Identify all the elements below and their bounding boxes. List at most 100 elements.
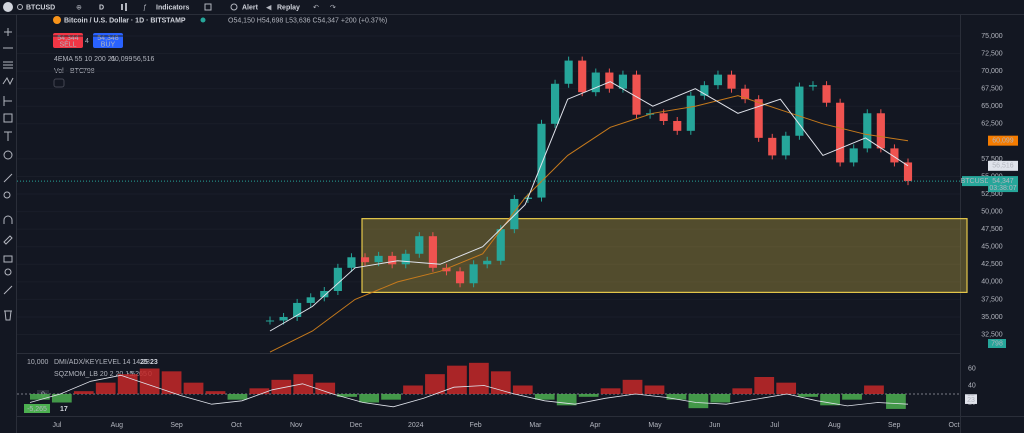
momentum-bar [469,362,489,394]
tool-emoji[interactable] [3,150,13,160]
tool-text[interactable] [4,131,12,141]
candle-body [374,255,383,263]
candle-body [347,257,356,268]
time-label: Aug [111,422,124,429]
candle-body [591,72,600,93]
alert-button[interactable]: Alert [242,4,259,11]
sell-price[interactable]: 54,344 [57,35,79,42]
price-tick-label: 52,500 [981,191,1003,198]
search-icon[interactable] [17,4,23,10]
candle-body [279,316,288,321]
legend-title: Bitcoin / U.S. Dollar · 1D · BITSTAMP [64,17,186,24]
sell-label[interactable]: SELL [59,41,76,48]
momentum-bar [139,368,160,394]
candle-body [808,85,818,87]
candle-body [659,113,668,121]
candle-body [605,72,614,89]
momentum-bar [600,388,621,394]
dmi-value: 23 [150,359,158,366]
momentum-bar [512,385,533,394]
momentum-bar [95,382,116,394]
tool-lock[interactable] [3,255,13,263]
momentum-bar [161,371,182,394]
candle-body [415,236,424,254]
interval[interactable]: D [99,4,104,11]
tool-delete[interactable] [4,310,12,321]
candle-body [795,86,804,136]
time-label: Nov [290,422,303,429]
candle-body [890,148,899,163]
undo[interactable]: ↶ [313,4,319,11]
momentum-bar [710,394,731,403]
tool-draw-mode[interactable] [3,235,13,245]
tool-magnet[interactable] [3,215,13,224]
momentum-bar [183,382,204,394]
candle-body [903,162,913,182]
tool-link[interactable] [3,285,13,295]
buy-price[interactable]: 54,348 [97,35,119,42]
momentum-bar [578,394,599,397]
indicator-tick-label: 60 [968,365,976,372]
candle-body [333,267,342,291]
alert-icon[interactable] [230,3,238,11]
price-tick-label: 47,500 [981,226,1003,233]
time-label: Jul [53,422,62,429]
price-tick-label: 37,500 [981,296,1003,303]
avatar[interactable] [3,2,13,12]
tool-hide[interactable] [4,268,12,276]
symbol-badge-bg [962,176,988,187]
ema-line [269,95,909,353]
price-tick-label: 32,500 [981,331,1003,338]
layouts-icon[interactable] [204,3,212,11]
price-tick-label: 45,000 [981,244,1003,251]
buy-button[interactable] [93,33,123,48]
time-label: Dec [350,422,363,429]
replay-button[interactable]: Replay [277,4,300,11]
redo[interactable]: ↷ [330,4,336,11]
add-symbol[interactable]: ⊕ [76,4,82,11]
price-tick-label: 65,000 [981,103,1003,110]
candle-body [876,113,885,149]
tool-pattern[interactable] [2,77,14,86]
time-label: Jul [770,422,779,429]
tool-measure[interactable] [3,173,13,183]
momentum-bar [556,394,577,406]
price-tick-label: 40,000 [981,279,1003,286]
momentum-bar [886,394,906,409]
candle-body [401,253,410,265]
tool-projection[interactable] [3,96,12,106]
indicators-icon[interactable]: ƒ [143,4,147,11]
indicators-button[interactable]: Indicators [156,4,190,11]
momentum-bar [227,394,248,400]
chart-type-icon[interactable] [125,3,127,11]
symbol-badge: BTCUSD [961,178,990,185]
momentum-bar [842,394,862,400]
candle-body [781,135,790,156]
momentum-bar [490,371,511,394]
sell-button[interactable] [53,33,83,48]
tv-logo: 17 [60,406,68,413]
symbol[interactable]: BTCUSD [26,4,55,11]
tool-zoom[interactable] [3,191,11,199]
countdown: 03:38:07 [989,185,1016,192]
candle-body [496,229,505,261]
candle-body [428,236,437,268]
price-tick-label: 72,500 [981,50,1003,57]
tool-crosshair[interactable] [4,28,12,36]
tool-fib[interactable] [3,61,13,69]
momentum-bar [776,382,797,394]
candle-body [822,85,831,103]
ema-line [269,81,909,332]
candle-body [510,198,519,230]
tool-shape[interactable] [3,113,13,123]
collapse-legend[interactable] [53,78,65,88]
candle-body [537,123,546,198]
buy-label[interactable]: BUY [101,41,116,48]
chart-type-icon[interactable] [121,4,123,10]
momentum-bar [51,394,72,403]
time-label: Mar [529,422,542,429]
candle-body [483,260,492,265]
time-label: Aug [828,422,841,429]
replay-icon[interactable]: ◀ [266,4,272,11]
momentum-bar [271,379,292,394]
